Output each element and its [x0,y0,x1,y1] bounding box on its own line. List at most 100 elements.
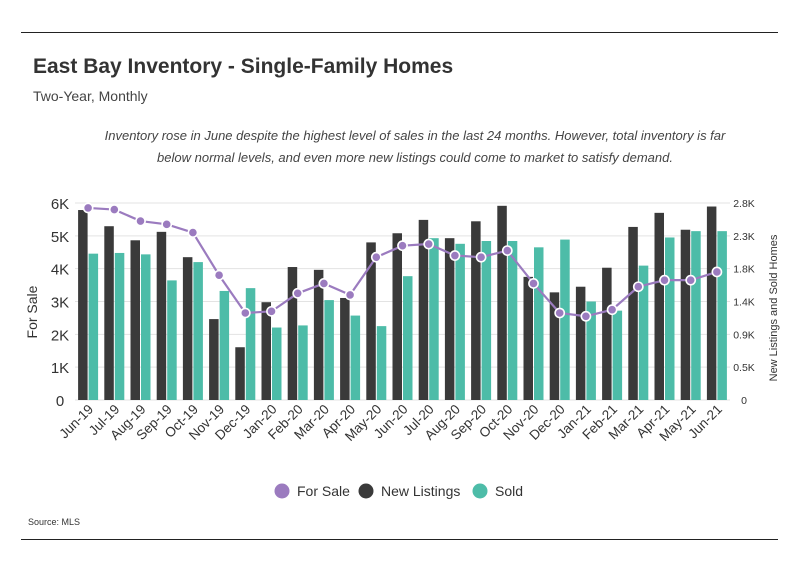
for-sale-point [685,274,697,286]
for-sale-point [161,218,173,230]
new-listings-bar [523,276,533,400]
source-note: Source: MLS [28,517,81,527]
for-sale-point [397,240,408,252]
legend-marker [358,483,374,499]
sold-bar [481,240,492,400]
sold-bar [88,253,99,400]
left-tick-label: 0 [56,393,64,410]
chart-title: East Bay Inventory - Single-Family Homes [33,55,454,78]
for-sale-point [344,289,356,301]
new-listings-bar [418,219,429,400]
for-sale-point [475,251,487,263]
for-sale-point [82,202,94,214]
sold-bar [114,252,125,400]
new-listings-bar [706,206,717,400]
left-tick-label: 2K [51,327,69,344]
for-sale-point [711,266,723,278]
new-listings-bar [471,221,481,400]
for-sale-point [449,250,461,261]
right-tick-label: 0 [741,395,747,407]
new-listings-bar [313,269,324,400]
right-tick-label: 2.8K [733,198,755,210]
new-listings-bar [104,226,114,400]
for-sale-point [108,204,120,215]
for-sale-point [187,227,199,238]
for-sale-point [580,310,592,322]
for-sale-point [659,274,670,286]
for-sale-point [292,287,304,299]
chart-annotation: Inventory rose in June despite the highe… [104,128,726,165]
legend-marker [274,483,290,499]
new-listings-bar [209,319,219,400]
for-sale-point [632,281,644,293]
bars-layer [78,205,727,400]
bottom-rule [21,539,778,540]
sold-bar [507,240,518,400]
axis-ticks: 0 1K 2K 3K 4K 5K 6K 0 0.5K 0.9K 1.4K 1.8K 2.3K 2.8K [51,196,755,410]
left-axis-label: For Sale [24,285,40,338]
new-listings-bar [78,210,88,400]
new-listings-bar [340,297,350,400]
right-tick-label: 1.8K [733,264,755,276]
chart-subtitle: Two-Year, Monthly [33,88,148,104]
for-sale-point [528,278,539,289]
sold-bar [403,276,413,400]
new-listings-bar [261,302,271,400]
legend-marker [472,483,488,499]
top-rule [21,32,778,33]
legend-label: Sold [495,483,523,499]
right-axis-label: New Listings and Sold Homes [768,234,780,381]
for-sale-point [318,278,330,289]
new-listings-bar [680,229,691,400]
for-sale-point [606,304,618,316]
new-listings-bar [497,205,507,400]
legend: For Sale New Listings Sold [274,483,523,499]
new-listings-bar [287,267,298,400]
sold-bar [167,280,177,400]
for-sale-point [135,215,146,227]
sold-bar [350,315,361,400]
new-listings-bar [392,233,402,400]
left-tick-label: 1K [51,360,69,377]
left-tick-label: 6K [51,196,69,213]
sold-bar [298,325,308,400]
for-sale-point [370,251,382,263]
sold-bar [534,247,544,400]
for-sale-line-layer [82,202,723,322]
new-listings-bar [654,212,664,400]
new-listings-bar [182,257,193,400]
new-listings-bar [602,267,612,400]
legend-label: For Sale [297,483,350,499]
sold-bar [665,237,675,400]
for-sale-point [213,269,225,281]
sold-bar [586,301,596,400]
new-listings-bar [156,231,167,400]
for-sale-point [423,238,435,250]
sold-bar [455,243,465,400]
new-listings-bar [575,286,586,400]
x-axis-labels: Jun-19Jul-19Aug-19Sep-19Oct-19Nov-19Dec-… [56,402,725,444]
new-listings-bar [235,347,245,400]
new-listings-bar [444,238,455,400]
new-listings-bar [366,242,376,400]
right-tick-label: 0.5K [733,362,755,374]
right-tick-label: 0.9K [733,329,755,341]
new-listings-bar [549,292,560,400]
right-tick-label: 1.4K [733,297,755,309]
for-sale-point [554,307,566,319]
left-tick-label: 5K [51,229,69,246]
for-sale-point [501,245,513,257]
new-listings-bar [628,226,638,400]
new-listings-bar [130,240,140,400]
right-tick-label: 2.3K [733,231,755,243]
sold-bar [612,310,623,400]
sold-bar [376,326,387,400]
sold-bar [429,238,439,400]
sold-bar [638,265,649,400]
sold-bar [560,239,570,400]
legend-label: New Listings [381,483,460,499]
left-tick-label: 4K [51,262,69,279]
sold-bar [193,262,203,400]
sold-bar [219,290,230,400]
